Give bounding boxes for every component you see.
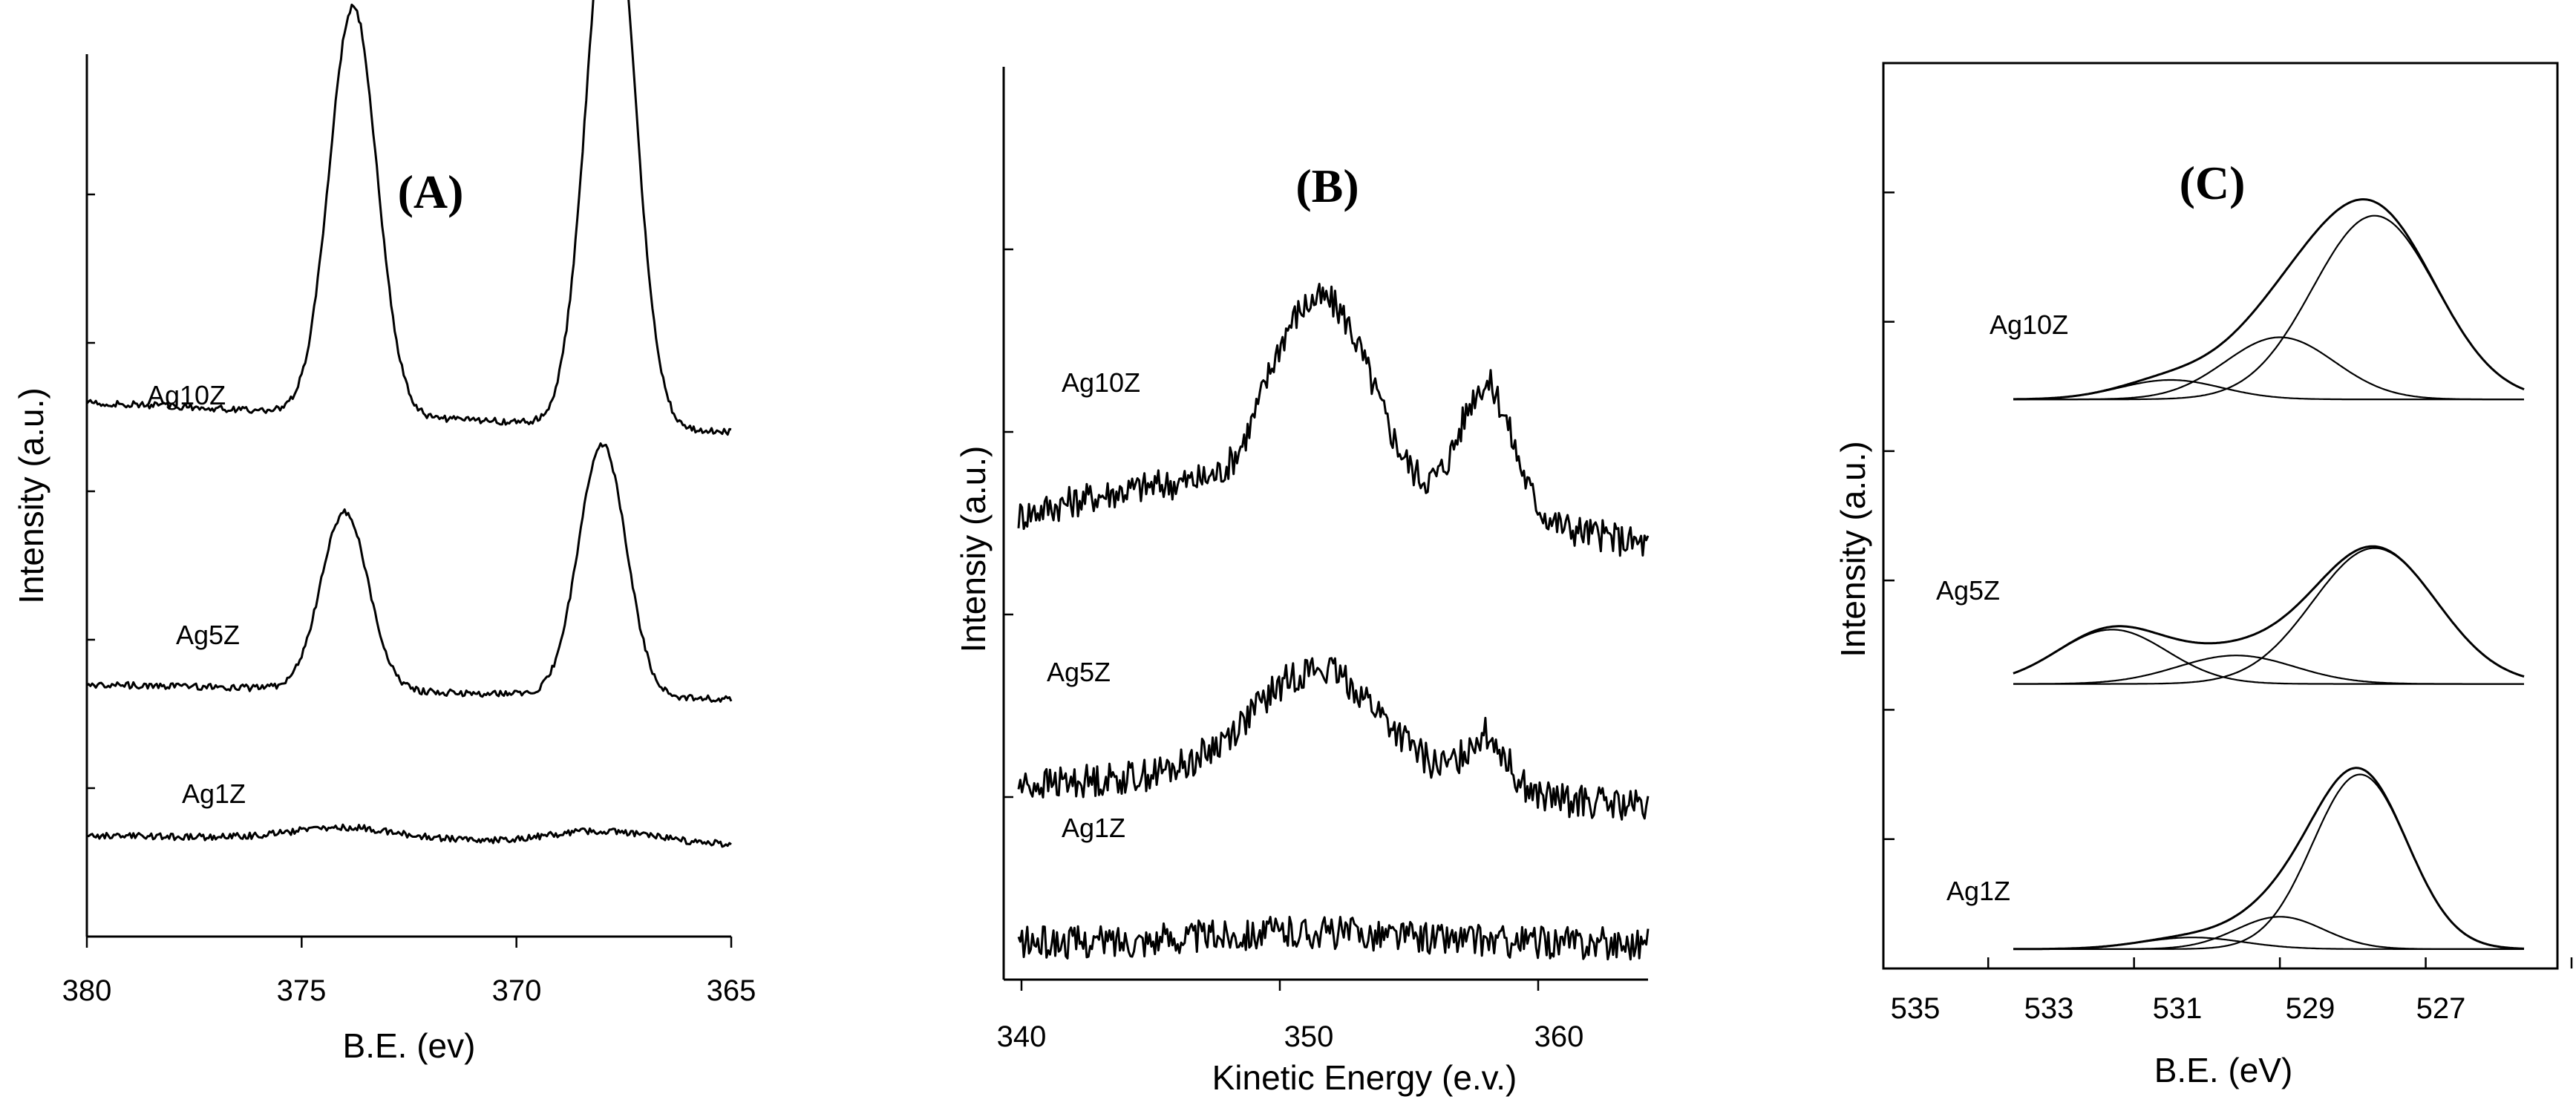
panel-a-x-label: B.E. (ev) [343, 1026, 476, 1065]
panel-a-ag10z-curve [85, 0, 732, 436]
panel-b-series-label-ag1z: Ag1Z [1062, 813, 1125, 843]
panel-a-x-tick-label: 365 [707, 974, 756, 1007]
panel-c-frame [1882, 62, 2559, 970]
panel-c: (C) B.E. (eV) Intensity (a.u.) 535 533 5… [1834, 62, 2573, 1089]
panel-c-x-tick-label: 533 [2024, 992, 2074, 1025]
panel-a-x-tick-label: 380 [62, 974, 112, 1007]
panel-c-ag10z-component-1 [2013, 378, 2524, 401]
panel-c-x-tick-label: 529 [2286, 992, 2335, 1025]
panel-c-series-label-ag5z: Ag5Z [1936, 575, 2000, 606]
panel-a-y-label: Intensity (a.u.) [12, 387, 50, 603]
panel-b: (B) Kinetic Energy (e.v.) Intensiy (a.u.… [954, 67, 1650, 1097]
panel-a-ag1z-curve [86, 823, 732, 848]
panel-b-x-tick-label: 350 [1284, 1020, 1334, 1053]
panel-b-title: (B) [1295, 160, 1359, 212]
panel-b-series-label-ag5z: Ag5Z [1047, 657, 1111, 687]
panel-a: (A) B.E. (ev) Intensity (a.u.) 380 375 3… [12, 0, 756, 1065]
panel-a-series-label-ag1z: Ag1Z [182, 778, 246, 809]
panel-b-y-label: Intensiy (a.u.) [954, 446, 993, 653]
panel-b-series-label-ag10z: Ag10Z [1062, 367, 1140, 398]
panel-b-x-tick-label: 360 [1534, 1020, 1584, 1053]
panel-c-x-label: B.E. (eV) [2154, 1051, 2293, 1089]
panel-a-series-label-ag5z: Ag5Z [176, 620, 240, 650]
panel-c-y-label: Intensity (a.u.) [1834, 441, 1872, 657]
panel-a-title: (A) [398, 165, 464, 218]
panel-b-ag1z-curve [1017, 916, 1650, 961]
panel-c-ag5z-component-2 [2013, 655, 2524, 685]
panel-c-ag1z-envelope [2013, 767, 2525, 951]
panel-c-ag1z-component-3 [2013, 773, 2525, 950]
panel-c-ag5z-envelope [2013, 545, 2525, 678]
panel-b-ag10z-curve [1017, 283, 1650, 557]
panel-b-x-label: Kinetic Energy (e.v.) [1212, 1058, 1517, 1097]
panel-c-series-label-ag10z: Ag10Z [1990, 309, 2068, 340]
panel-c-x-tick-label: 535 [1891, 992, 1941, 1025]
panel-b-x-tick-label: 340 [997, 1020, 1047, 1053]
panel-a-ag5z-curve [86, 442, 733, 703]
panel-b-ag5z-curve [1017, 657, 1650, 821]
panel-c-x-tick-label: 531 [2153, 992, 2203, 1025]
panel-c-ag10z-envelope [2013, 198, 2525, 401]
panel-c-ag10z-component-2 [2013, 336, 2524, 401]
panel-c-ag5z-component-1 [2013, 629, 2524, 685]
panel-c-title: (C) [2180, 157, 2246, 209]
panel-c-series-label-ag1z: Ag1Z [1946, 876, 2010, 906]
panel-c-x-tick-label: 527 [2416, 992, 2466, 1025]
panel-a-x-tick-label: 370 [492, 974, 542, 1007]
panel-a-x-tick-label: 375 [277, 974, 327, 1007]
